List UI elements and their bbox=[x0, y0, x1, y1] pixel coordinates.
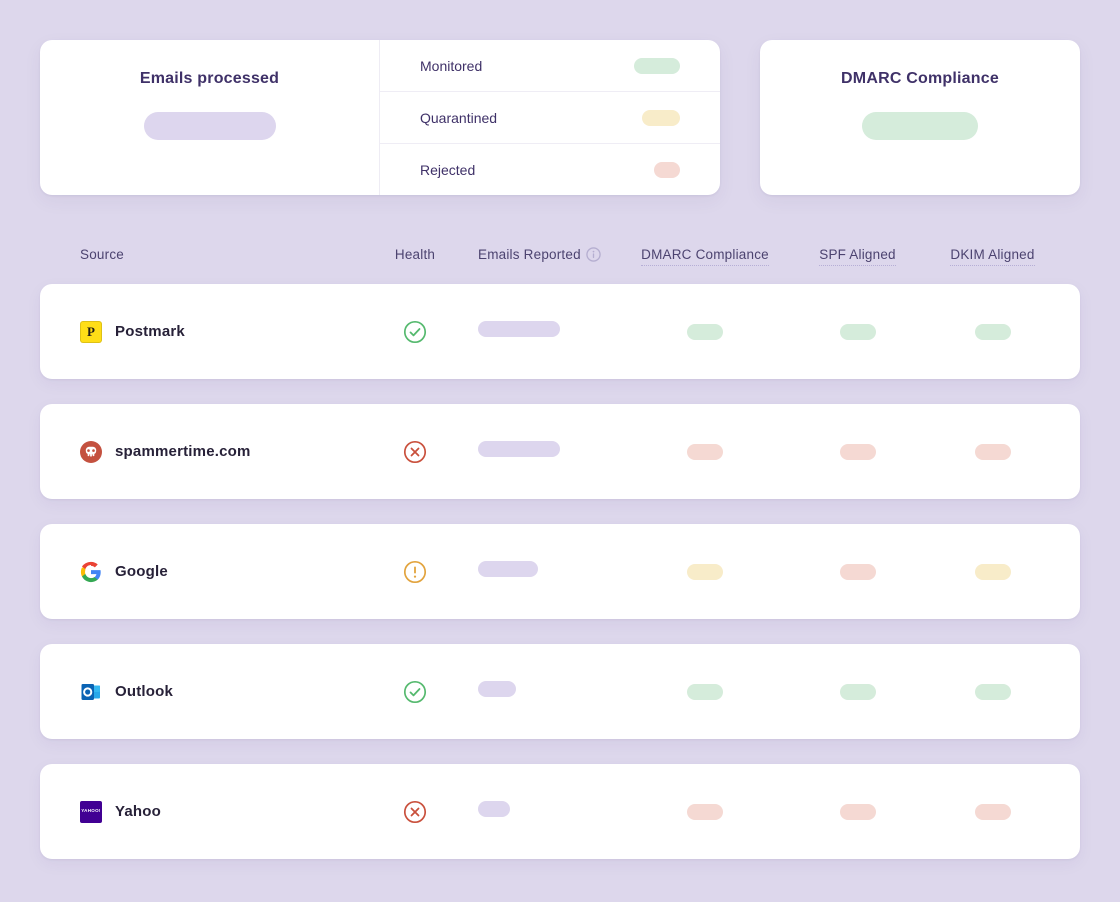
check-circle-icon bbox=[403, 680, 427, 703]
postmark-logo: P bbox=[80, 320, 102, 343]
health-status-icon bbox=[403, 800, 427, 824]
email-breakdown-legend: Monitored Quarantined Rejected bbox=[380, 40, 720, 195]
warning-circle-icon bbox=[403, 560, 427, 583]
source-row-yahoo[interactable]: YAHOO! Yahoo bbox=[40, 764, 1080, 859]
source-cell: Google bbox=[80, 561, 380, 583]
source-name: Outlook bbox=[115, 683, 174, 700]
source-row-postmark[interactable]: P Postmark bbox=[40, 284, 1080, 379]
dkim-value-redacted bbox=[974, 563, 1011, 580]
emails-reported-cell bbox=[478, 441, 640, 462]
health-status-icon bbox=[403, 680, 427, 704]
dmarc-compliance-cell bbox=[687, 803, 723, 820]
column-header-health: Health bbox=[394, 247, 436, 262]
source-name: Yahoo bbox=[115, 803, 162, 820]
column-header-source: Source bbox=[80, 247, 124, 262]
quarantined-value-redacted bbox=[642, 109, 680, 126]
source-row-outlook[interactable]: Outlook bbox=[40, 644, 1080, 739]
source-row-google[interactable]: Google bbox=[40, 524, 1080, 619]
dmarc-compliance-cell bbox=[687, 683, 723, 700]
emails-processed-panel: Emails processed bbox=[40, 40, 380, 195]
spf-aligned-cell bbox=[839, 563, 876, 580]
spf-aligned-cell bbox=[839, 323, 876, 340]
source-name: Postmark bbox=[115, 323, 185, 340]
dmarc-compliance-value-redacted bbox=[862, 112, 978, 140]
spf-value-redacted bbox=[839, 563, 876, 580]
source-cell: YAHOO! Yahoo bbox=[80, 800, 380, 823]
emails-processed-title: Emails processed bbox=[139, 70, 280, 87]
spf-value-redacted bbox=[839, 683, 876, 700]
dmarc-value-redacted bbox=[687, 323, 723, 340]
column-header-spf-aligned[interactable]: SPF Aligned bbox=[819, 247, 896, 266]
column-header-dmarc-compliance[interactable]: DMARC Compliance bbox=[641, 247, 769, 266]
health-status-icon bbox=[403, 440, 427, 464]
dmarc-compliance-cell bbox=[687, 443, 723, 460]
spf-aligned-cell bbox=[839, 443, 876, 460]
source-cell: Outlook bbox=[80, 681, 380, 703]
emails-reported-cell bbox=[478, 561, 640, 582]
dmarc-compliance-title: DMARC Compliance bbox=[841, 70, 999, 87]
emails-reported-value-redacted bbox=[478, 561, 538, 577]
dkim-aligned-cell bbox=[974, 563, 1011, 580]
dkim-aligned-cell bbox=[974, 803, 1011, 820]
source-row-spammertime[interactable]: spammertime.com bbox=[40, 404, 1080, 499]
dkim-value-redacted bbox=[974, 803, 1011, 820]
spf-value-redacted bbox=[839, 803, 876, 820]
emails-reported-value-redacted bbox=[478, 441, 560, 457]
dmarc-value-redacted bbox=[687, 563, 723, 580]
legend-row-quarantined: Quarantined bbox=[380, 91, 720, 143]
source-cell: P Postmark bbox=[80, 320, 380, 343]
spf-aligned-cell bbox=[839, 683, 876, 700]
dmarc-value-redacted bbox=[687, 683, 723, 700]
dkim-value-redacted bbox=[974, 323, 1011, 340]
emails-reported-value-redacted bbox=[478, 801, 510, 817]
spammer-skull-logo bbox=[80, 440, 102, 463]
dkim-value-redacted bbox=[974, 683, 1011, 700]
source-cell: spammertime.com bbox=[80, 440, 380, 463]
spf-aligned-cell bbox=[839, 803, 876, 820]
dkim-aligned-cell bbox=[974, 323, 1011, 340]
dmarc-value-redacted bbox=[687, 803, 723, 820]
sources-table-header: Source Health Emails Reported DMARC Comp… bbox=[40, 247, 1080, 266]
spf-value-redacted bbox=[839, 443, 876, 460]
monitored-value-redacted bbox=[634, 57, 680, 74]
emails-processed-card: Emails processed Monitored Quarantined R… bbox=[40, 40, 720, 195]
legend-row-rejected: Rejected bbox=[380, 143, 720, 195]
dmarc-compliance-card: DMARC Compliance bbox=[760, 40, 1080, 195]
rejected-value-redacted bbox=[654, 161, 680, 178]
google-logo bbox=[80, 561, 102, 583]
x-circle-icon bbox=[403, 800, 427, 823]
emails-reported-cell bbox=[478, 801, 640, 822]
summary-section: Emails processed Monitored Quarantined R… bbox=[40, 40, 1080, 195]
info-icon[interactable] bbox=[586, 247, 601, 262]
legend-label: Monitored bbox=[420, 57, 483, 74]
dkim-aligned-cell bbox=[974, 443, 1011, 460]
health-status-icon bbox=[403, 320, 427, 344]
dkim-aligned-cell bbox=[974, 683, 1011, 700]
emails-processed-value-redacted bbox=[143, 112, 276, 140]
outlook-logo bbox=[80, 681, 102, 703]
dmarc-value-redacted bbox=[687, 443, 723, 460]
check-circle-icon bbox=[403, 320, 427, 343]
emails-reported-value-redacted bbox=[478, 681, 516, 697]
legend-label: Rejected bbox=[420, 161, 476, 178]
dmarc-compliance-cell bbox=[687, 563, 723, 580]
dmarc-compliance-cell bbox=[687, 323, 723, 340]
column-header-emails-reported: Emails Reported bbox=[450, 247, 640, 262]
legend-label: Quarantined bbox=[420, 109, 498, 126]
spf-value-redacted bbox=[839, 323, 876, 340]
yahoo-logo: YAHOO! bbox=[80, 800, 102, 823]
column-header-dkim-aligned[interactable]: DKIM Aligned bbox=[950, 247, 1035, 266]
emails-reported-cell bbox=[478, 681, 640, 702]
x-circle-icon bbox=[403, 440, 427, 463]
health-status-icon bbox=[403, 560, 427, 584]
dkim-value-redacted bbox=[974, 443, 1011, 460]
emails-reported-cell bbox=[478, 321, 640, 342]
source-name: Google bbox=[115, 563, 168, 580]
emails-reported-value-redacted bbox=[478, 321, 560, 337]
legend-row-monitored: Monitored bbox=[380, 40, 720, 91]
source-name: spammertime.com bbox=[115, 443, 251, 460]
